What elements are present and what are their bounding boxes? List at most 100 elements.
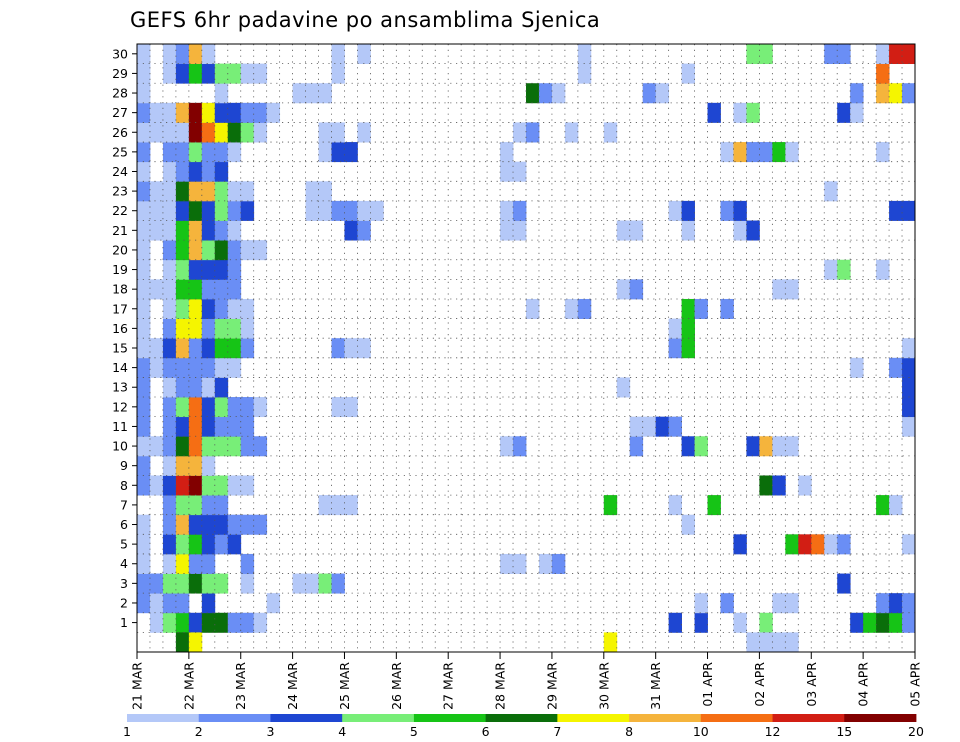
heatmap-cell: [227, 475, 242, 496]
heatmap-cell: [175, 122, 190, 143]
heatmap-cell: [214, 416, 229, 437]
heatmap-cell: [188, 612, 203, 633]
heatmap-cell: [513, 220, 527, 241]
heatmap-cell: [162, 593, 177, 614]
heatmap-cell: [668, 416, 682, 437]
heatmap-cell: [629, 436, 644, 457]
heatmap-cell: [616, 220, 631, 241]
y-tick-label: 4: [120, 556, 128, 571]
heatmap-cell: [162, 44, 177, 65]
heatmap-cell: [344, 397, 358, 418]
legend-label: 20: [908, 724, 924, 739]
heatmap-cell: [162, 298, 177, 319]
heatmap-cell: [137, 553, 151, 574]
heatmap-cell: [240, 122, 255, 143]
heatmap-cell: [175, 142, 190, 163]
heatmap-cell: [188, 436, 203, 457]
heatmap-cell: [240, 514, 255, 535]
heatmap-cell: [201, 161, 216, 182]
heatmap-cell: [188, 102, 203, 123]
y-tick-label: 3: [120, 576, 128, 591]
heatmap-cell: [513, 436, 527, 457]
heatmap-cell: [603, 495, 618, 516]
heatmap-cell: [188, 63, 203, 84]
heatmap-cell: [889, 200, 903, 221]
y-tick-label: 18: [112, 282, 128, 297]
heatmap-cell: [149, 279, 164, 300]
heatmap-cell: [733, 200, 747, 221]
heatmap-cell: [526, 298, 540, 319]
heatmap-cell: [149, 573, 164, 594]
legend-label: 10: [693, 724, 709, 739]
heatmap-cell: [240, 553, 255, 574]
heatmap-cell: [746, 632, 760, 653]
heatmap-cell: [201, 318, 216, 339]
legend-label: 12: [765, 724, 781, 739]
heatmap-cells: [137, 44, 916, 653]
heatmap-cell: [616, 279, 631, 300]
y-tick-label: 26: [112, 125, 128, 140]
heatmap-cell: [201, 181, 216, 202]
heatmap-cell: [577, 63, 592, 84]
heatmap-cell: [175, 357, 190, 378]
heatmap-cell: [175, 102, 190, 123]
heatmap-cell: [357, 44, 371, 65]
heatmap-cell: [175, 377, 190, 398]
heatmap-cell: [201, 514, 216, 535]
heatmap-cell: [162, 318, 177, 339]
heatmap-cell: [616, 377, 631, 398]
heatmap-cell: [137, 573, 151, 594]
heatmap-cell: [292, 573, 306, 594]
heatmap-cell: [681, 220, 695, 241]
heatmap-cell: [759, 142, 773, 163]
heatmap-cell: [759, 612, 773, 633]
heatmap-cell: [538, 83, 553, 104]
heatmap-cell: [137, 593, 151, 614]
heatmap-cell: [201, 44, 216, 65]
heatmap-cell: [214, 397, 229, 418]
color-legend: 1 2 3 4 5 6 7 8 10 12 15 20: [123, 714, 924, 739]
heatmap-cell: [227, 514, 242, 535]
heatmap-cell: [201, 357, 216, 378]
heatmap-cell: [707, 495, 721, 516]
y-tick-label: 28: [112, 86, 128, 101]
heatmap-cell: [214, 357, 229, 378]
heatmap-cell: [175, 44, 190, 65]
heatmap-cell: [305, 181, 319, 202]
heatmap-cell: [798, 475, 812, 496]
heatmap-cell: [201, 338, 216, 359]
heatmap-cell: [201, 298, 216, 319]
heatmap-cell: [201, 220, 216, 241]
heatmap-cell: [785, 142, 799, 163]
heatmap-cell: [668, 338, 682, 359]
legend-color-swatch: [700, 714, 773, 722]
heatmap-cell: [513, 200, 527, 221]
heatmap-cell: [149, 200, 164, 221]
heatmap-cell: [681, 514, 695, 535]
heatmap-cell: [331, 122, 345, 143]
x-axis: 21 MAR 22 MAR 23 MAR 24 MAR 25 MAR 26 MAR 27 M…: [130, 652, 923, 710]
heatmap-cell: [162, 161, 177, 182]
heatmap-cell: [188, 161, 203, 182]
heatmap-cell: [668, 318, 682, 339]
heatmap-cell: [214, 200, 229, 221]
heatmap-cell: [137, 534, 151, 555]
heatmap-cell: [694, 436, 708, 457]
heatmap-cell: [214, 102, 229, 123]
heatmap-cell: [357, 200, 371, 221]
heatmap-cell: [227, 357, 242, 378]
legend-label: 6: [482, 724, 490, 739]
heatmap-cell: [188, 475, 203, 496]
heatmap-cell: [214, 573, 229, 594]
legend-label: 2: [195, 724, 203, 739]
y-tick-label: 10: [112, 439, 128, 454]
heatmap-cell: [759, 632, 773, 653]
heatmap-cell: [681, 338, 695, 359]
heatmap-cell: [137, 240, 151, 261]
heatmap-cell: [538, 553, 553, 574]
heatmap-cell: [227, 612, 242, 633]
y-tick-label: 29: [112, 66, 128, 81]
heatmap-cell: [746, 142, 760, 163]
heatmap-cell: [201, 612, 216, 633]
legend-color-swatch: [629, 714, 702, 722]
